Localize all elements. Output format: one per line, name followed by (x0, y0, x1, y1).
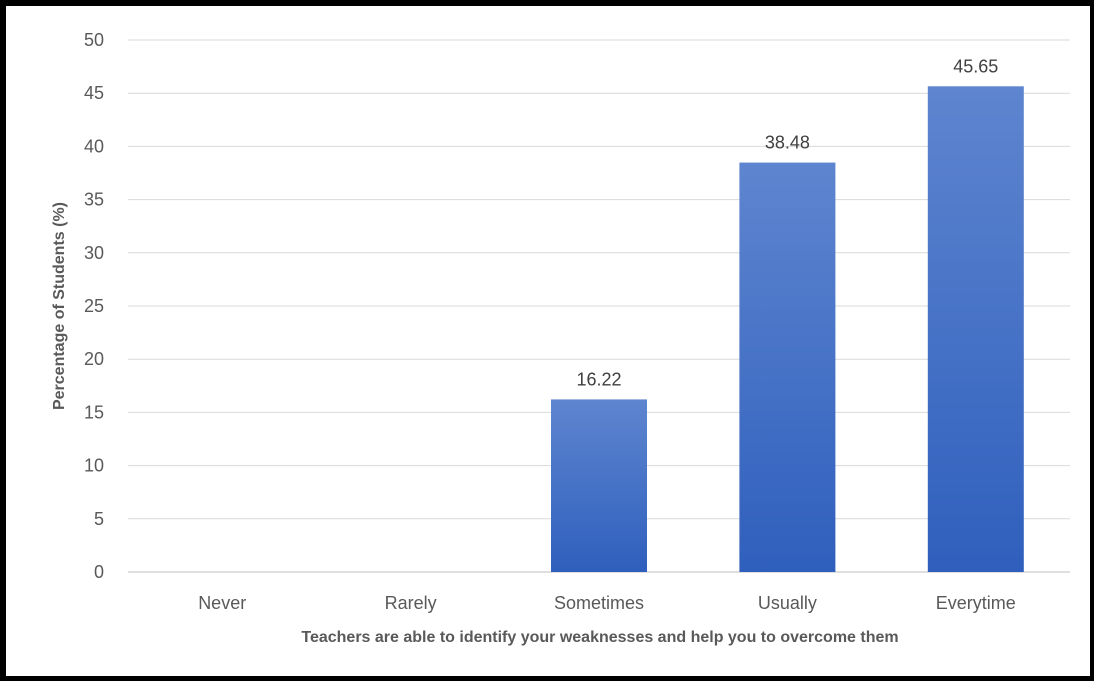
x-tick-label: Usually (758, 593, 817, 613)
y-tick-label: 20 (84, 349, 104, 369)
y-tick-label: 0 (94, 562, 104, 582)
x-axis-ticks: Never Rarely Sometimes Usually Everytime (198, 593, 1016, 613)
data-label: 38.48 (765, 133, 810, 153)
bar-usually (739, 162, 836, 572)
data-labels: 16.22 38.48 45.65 (576, 56, 998, 389)
y-tick-label: 25 (84, 296, 104, 316)
bar-everytime (927, 86, 1024, 572)
gridlines (128, 39, 1070, 573)
y-tick-label: 50 (84, 30, 104, 50)
y-tick-label: 45 (84, 83, 104, 103)
x-tick-label: Never (198, 593, 246, 613)
data-label: 45.65 (953, 56, 998, 76)
x-tick-label: Sometimes (554, 593, 644, 613)
bars (551, 86, 1024, 572)
y-tick-label: 35 (84, 190, 104, 210)
y-tick-label: 15 (84, 402, 104, 422)
x-axis-title: Teachers are able to identify your weakn… (301, 629, 898, 646)
x-tick-label: Everytime (936, 593, 1016, 613)
y-axis-ticks: 0 5 10 15 20 25 30 35 40 45 50 (84, 30, 104, 582)
y-tick-label: 10 (84, 456, 104, 476)
x-tick-label: Rarely (385, 593, 437, 613)
y-axis-title: Percentage of Students (%) (51, 202, 68, 410)
y-tick-label: 40 (84, 136, 104, 156)
y-tick-label: 5 (94, 509, 104, 529)
bar-sometimes (551, 399, 647, 572)
y-tick-label: 30 (84, 243, 104, 263)
data-label: 16.22 (576, 369, 621, 389)
